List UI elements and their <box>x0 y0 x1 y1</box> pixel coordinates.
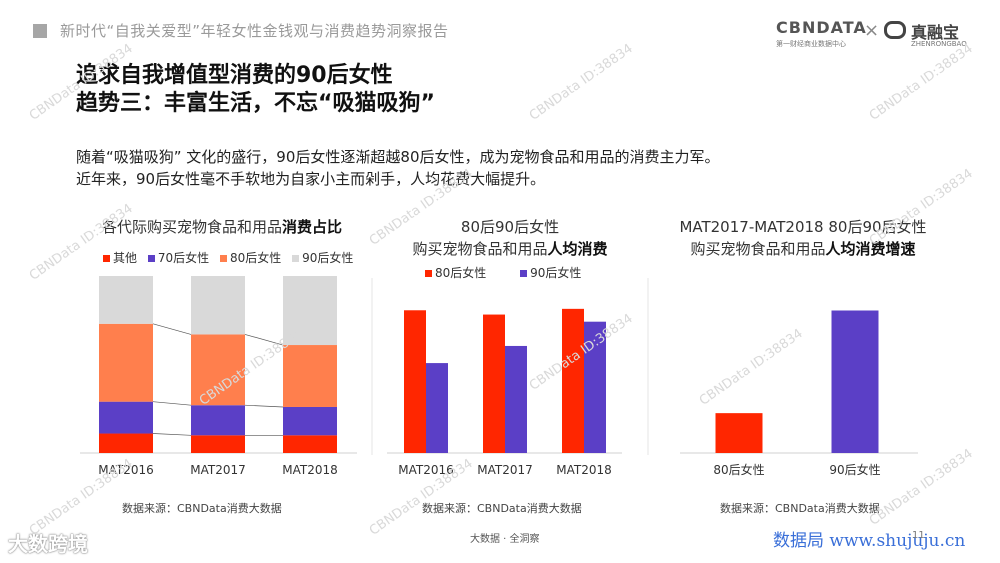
chart1-title-plain: 各代际购买宠物食品和用品 <box>102 218 283 236</box>
legend-swatch <box>520 270 528 277</box>
legend-swatch <box>147 255 155 262</box>
page-number: 11 <box>912 530 925 541</box>
legend-label: 90后女性 <box>530 266 582 280</box>
chart2-title-bold: 人均消费 <box>547 240 608 258</box>
cbndata-logo-subtitle: 第一财经商业数据中心 <box>776 40 846 48</box>
stacked-bar-segment <box>99 401 153 434</box>
series-connector-line <box>152 401 192 406</box>
footer-slogan: 大数据 · 全洞察 <box>470 534 540 545</box>
legend-label: 90后女性 <box>302 251 354 265</box>
grouped-bar <box>584 321 606 453</box>
stacked-bar-segment <box>191 435 245 453</box>
slide-description: 随着“吸猫吸狗” 文化的盛行，90后女性逐渐超越80后女性，成为宠物食品和用品的… <box>76 146 720 190</box>
slide-title-line1: 追求自我增值型消费的90后女性 <box>76 63 393 88</box>
grouped-bar <box>505 345 527 453</box>
cbndata-logo: CBNDATA <box>776 18 867 37</box>
stacked-bar-segment <box>283 345 337 407</box>
header-marker <box>33 24 47 38</box>
x-tick-label: 90后女性 <box>829 462 880 477</box>
legend-item-70: 70后女性 <box>147 249 210 266</box>
series-connector-line <box>244 404 284 408</box>
x-tick-label: MAT2018 <box>282 463 338 477</box>
legend-label: 70后女性 <box>157 251 210 265</box>
x-tick-label: MAT2017 <box>477 463 533 477</box>
x-tick-label: MAT2016 <box>398 463 454 477</box>
chart2-title-plain: 购买宠物食品和用品 <box>412 240 548 258</box>
chart3-title: MAT2017-MAT2018 80后90后女性 购买宠物食品和用品人均消费增速 <box>672 216 934 260</box>
stacked-bar-segment <box>99 276 153 324</box>
legend-label: 其他 <box>113 251 138 265</box>
x-tick-label: MAT2016 <box>98 463 154 477</box>
report-title: 新时代“自我关爱型”年轻女性金钱观与消费趋势洞察报告 <box>60 22 449 40</box>
legend-item-90: 90后女性 <box>292 249 353 266</box>
chart3-source: 数据来源：CBNData消费大数据 <box>720 502 880 515</box>
chart3-title-line1: MAT2017-MAT2018 80后90后女性 <box>679 218 927 236</box>
legend-item-other: 其他 <box>103 249 137 266</box>
logo-separator: × <box>864 20 880 41</box>
legend-swatch <box>292 255 300 262</box>
chart1-title: 各代际购买宠物食品和用品消费占比 <box>102 216 342 238</box>
stacked-bar-segment <box>191 405 245 436</box>
zhenrongbao-icon <box>884 21 906 39</box>
chart1-title-bold: 消费占比 <box>282 218 343 236</box>
legend-swatch <box>425 270 432 277</box>
chart1-source: 数据来源：CBNData消费大数据 <box>122 502 282 515</box>
watermark-left: 大数跨境 <box>8 532 88 556</box>
x-tick-label: MAT2017 <box>190 463 246 477</box>
description-line2: 近年来，90后女性毫不手软地为自家小主而剁手，人均花费大幅提升。 <box>76 170 546 188</box>
slide-title-line2: 趋势三：丰富生活，不忘“吸猫吸狗” <box>76 91 435 116</box>
stacked-bar-segment <box>283 406 337 436</box>
chart2-grouped-bars: MAT2016 MAT2017 MAT2018 <box>387 308 622 477</box>
growth-bar <box>831 310 879 453</box>
legend-swatch <box>219 255 227 262</box>
brand-logos: CBNDATA 第一财经商业数据中心 × 真融宝 ZHENRONGBAO <box>776 18 976 52</box>
stacked-bar-segment <box>99 433 153 453</box>
watermark-right: 数据局 www.shujuju.cn <box>773 531 966 551</box>
chart3-bars: 80后女性 90后女性 <box>680 310 918 477</box>
slide-title: 追求自我增值型消费的90后女性 趋势三：丰富生活，不忘“吸猫吸狗” <box>76 62 435 118</box>
grouped-bar <box>562 308 584 453</box>
chart2-source: 数据来源：CBNData消费大数据 <box>422 502 582 515</box>
legend-swatch <box>103 255 110 262</box>
chart2-title: 80后90后女性 购买宠物食品和用品人均消费 <box>400 216 620 260</box>
series-connector-line <box>152 433 192 436</box>
grouped-bar <box>404 310 426 453</box>
legend-item-90: 90后女性 <box>520 264 581 281</box>
chart3-title-bold: 人均消费增速 <box>825 240 916 258</box>
stacked-bar-segment <box>283 276 337 346</box>
series-connector-line <box>152 323 192 335</box>
stacked-bar-segment <box>99 323 153 402</box>
stacked-bar-segment <box>191 334 245 406</box>
chart2-legend: 80后女性 90后女性 <box>425 264 588 281</box>
zhenrongbao-logo: 真融宝 <box>911 23 960 42</box>
description-line1: 随着“吸猫吸狗” 文化的盛行，90后女性逐渐超越80后女性，成为宠物食品和用品的… <box>76 148 720 166</box>
chart2-title-line1: 80后90后女性 <box>460 218 560 236</box>
x-tick-label: 80后女性 <box>713 462 764 477</box>
legend-item-80: 80后女性 <box>219 249 282 266</box>
chart1-legend: 其他 70后女性 80后女性 90后女性 <box>103 249 360 266</box>
grouped-bar <box>483 314 505 453</box>
chart3-title-plain: 购买宠物食品和用品 <box>690 240 826 258</box>
stacked-bar-segment <box>191 276 245 335</box>
series-connector-line <box>244 334 284 346</box>
stacked-bar-segment <box>283 435 337 453</box>
chart1-stacked-bars: MAT2016 MAT2017 MAT2018 <box>80 276 357 477</box>
grouped-bar <box>426 363 448 453</box>
legend-label: 80后女性 <box>229 251 282 265</box>
zhenrongbao-logo-subtitle: ZHENRONGBAO <box>911 40 967 48</box>
x-tick-label: MAT2018 <box>556 463 612 477</box>
growth-bar <box>715 413 763 453</box>
legend-item-80: 80后女性 <box>425 264 486 281</box>
legend-label: 80后女性 <box>435 266 487 280</box>
